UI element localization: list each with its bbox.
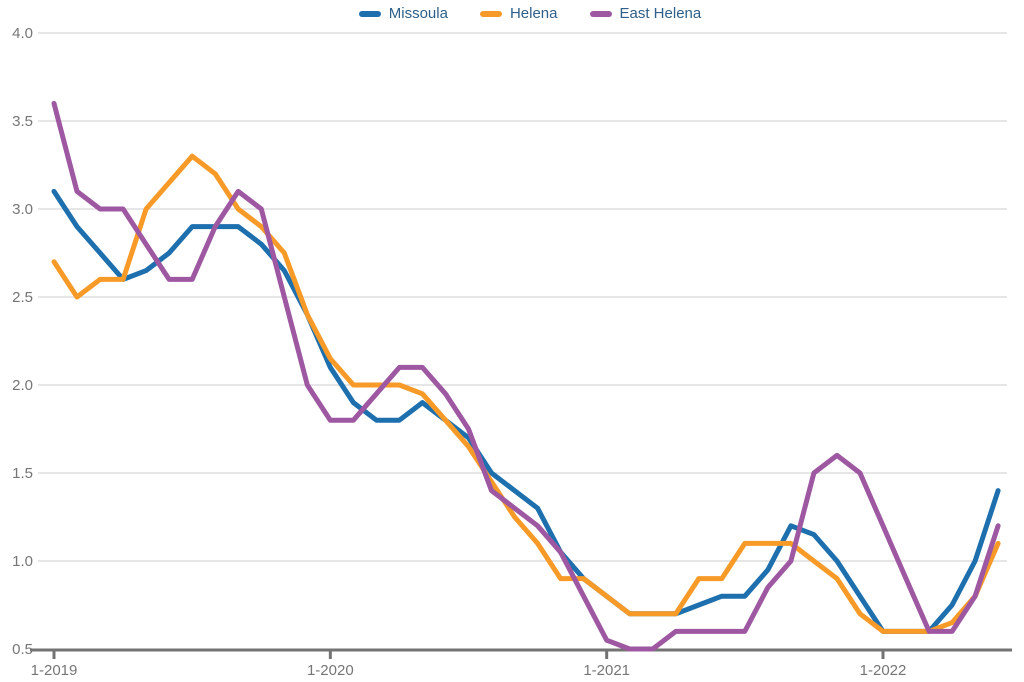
series-line-helena	[51, 153, 1001, 634]
legend-label-missoula: Missoula	[388, 5, 448, 22]
x-tick-label: 1-2019	[31, 662, 78, 679]
y-tick-label: 0.5	[12, 641, 33, 658]
legend: Missoula Helena East Helena	[18, 6, 1024, 21]
y-tick-label: 2.0	[12, 377, 33, 394]
series-line-missoula	[51, 188, 1001, 634]
y-tick-label: 4.0	[12, 25, 33, 42]
y-tick-label: 1.5	[12, 465, 33, 482]
legend-label-east-helena: East Helena	[619, 5, 702, 22]
series-line-east-helena	[51, 100, 1001, 652]
legend-item-missoula: Missoula	[358, 5, 448, 22]
x-tick-label: 1-2022	[860, 662, 907, 679]
y-tick-label: 3.5	[12, 113, 33, 130]
y-tick-label: 3.0	[12, 201, 33, 218]
x-tick-label: 1-2020	[307, 662, 354, 679]
legend-swatch-east-helena	[589, 10, 612, 17]
legend-label-helena: Helena	[509, 5, 558, 22]
x-tick-label: 1-2021	[583, 662, 630, 679]
legend-swatch-missoula	[358, 10, 381, 17]
y-tick-label: 2.5	[12, 289, 33, 306]
legend-swatch-helena	[479, 10, 502, 17]
legend-item-helena: Helena	[479, 5, 558, 22]
y-tick-label: 1.0	[12, 553, 33, 570]
legend-item-east-helena: East Helena	[589, 5, 702, 22]
